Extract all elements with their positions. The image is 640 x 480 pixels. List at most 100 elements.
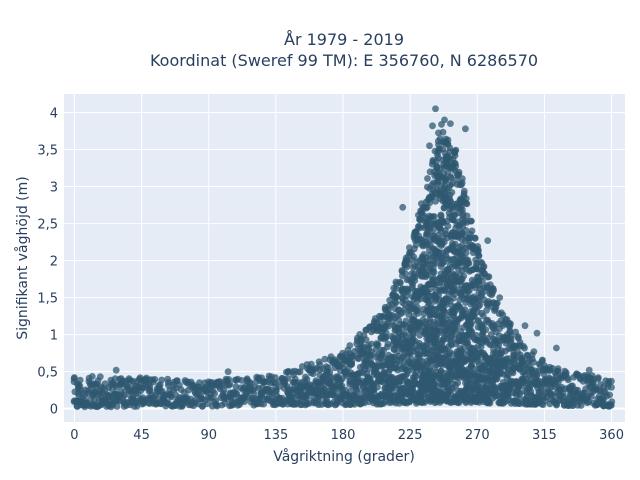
y-tick-label: 0,5: [37, 366, 58, 381]
data-point: [608, 383, 615, 391]
data-point: [448, 189, 456, 196]
data-point: [514, 333, 522, 340]
data-point: [484, 237, 492, 245]
data-point: [475, 252, 483, 259]
data-point: [119, 394, 127, 401]
data-point: [275, 383, 283, 390]
data-point: [383, 343, 391, 351]
data-point: [220, 386, 228, 394]
data-point: [327, 373, 335, 381]
data-point: [515, 389, 523, 396]
y-tick-label: 0: [50, 403, 58, 418]
y-axis-ticks: 0 0,5 1 1,5 2 2,5 3 3,5 4: [37, 107, 58, 418]
data-point: [483, 306, 490, 314]
data-point: [574, 386, 582, 394]
y-tick-label: 2,5: [37, 218, 58, 233]
data-point: [296, 368, 304, 376]
data-point: [521, 344, 528, 352]
data-point: [412, 373, 420, 381]
data-point: [392, 285, 400, 292]
data-point: [238, 377, 246, 384]
data-point: [594, 374, 602, 382]
data-point: [521, 322, 529, 330]
x-tick-label: 360: [599, 428, 624, 443]
data-point: [225, 382, 233, 389]
data-point: [608, 398, 616, 406]
data-point: [458, 175, 466, 183]
x-tick-label: 90: [200, 428, 217, 443]
x-tick-label: 180: [331, 428, 356, 443]
data-point: [465, 260, 473, 267]
data-point: [307, 360, 315, 368]
data-point: [428, 181, 436, 189]
x-tick-label: 0: [70, 428, 78, 443]
data-point: [374, 383, 381, 391]
data-point: [346, 342, 354, 349]
data-point: [441, 116, 448, 124]
data-point: [76, 376, 84, 384]
data-point: [485, 273, 493, 281]
data-point: [468, 328, 476, 336]
data-point: [460, 187, 468, 195]
data-point: [146, 385, 154, 393]
data-point: [476, 301, 484, 309]
y-tick-label: 3: [50, 181, 58, 196]
data-point: [348, 361, 355, 368]
data-point: [413, 303, 421, 311]
data-point: [460, 350, 468, 357]
data-point: [284, 375, 292, 382]
data-point: [577, 402, 585, 409]
data-point: [429, 122, 436, 130]
data-point: [511, 356, 518, 364]
data-point: [498, 309, 505, 317]
data-point: [88, 373, 96, 380]
data-point: [462, 200, 470, 207]
data-point: [562, 369, 570, 376]
data-point: [488, 285, 496, 292]
x-axis-ticks: 0 45 90 135 180 225 270 315 360: [70, 428, 624, 443]
data-point: [451, 159, 458, 167]
data-point: [564, 376, 572, 384]
data-point: [164, 379, 172, 386]
y-axis-title: Signifikant våghöjd (m): [14, 176, 31, 339]
data-point: [437, 211, 445, 219]
data-point: [479, 277, 486, 285]
data-point: [374, 341, 382, 348]
data-point: [133, 403, 141, 410]
data-point: [410, 388, 418, 396]
data-point: [496, 294, 504, 301]
data-point: [196, 379, 203, 386]
data-point: [451, 149, 459, 157]
data-point: [439, 259, 447, 267]
data-point: [463, 212, 471, 220]
data-point: [431, 213, 438, 220]
data-point: [303, 375, 311, 383]
data-point: [442, 175, 449, 183]
data-point: [447, 174, 455, 182]
data-point: [225, 376, 233, 383]
data-point: [515, 395, 523, 403]
y-tick-label: 2: [50, 255, 58, 270]
data-point: [368, 340, 375, 348]
data-point: [399, 203, 407, 211]
data-point: [462, 195, 470, 202]
x-tick-label: 45: [133, 428, 150, 443]
data-point: [468, 227, 476, 235]
data-point: [397, 279, 404, 287]
data-point: [469, 364, 477, 372]
data-point: [432, 259, 440, 267]
data-point: [439, 128, 447, 136]
data-point: [112, 366, 120, 374]
data-point: [474, 246, 482, 254]
x-tick-label: 135: [263, 428, 288, 443]
data-point: [271, 374, 279, 381]
data-point: [467, 217, 475, 225]
x-tick-label: 270: [465, 428, 490, 443]
data-point: [447, 340, 455, 348]
data-point: [454, 379, 462, 387]
data-point: [151, 376, 159, 383]
data-point: [426, 199, 434, 207]
data-point: [547, 389, 555, 397]
chart-title-line1: År 1979 - 2019: [284, 30, 404, 49]
data-point: [477, 343, 485, 351]
